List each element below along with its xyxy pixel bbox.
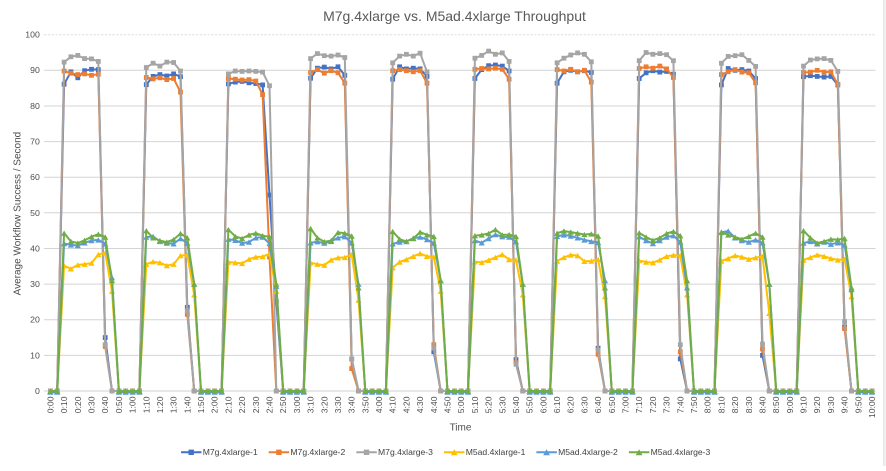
svg-text:0:30: 0:30 [87,396,97,413]
svg-text:6:20: 6:20 [566,396,576,413]
svg-text:M7g.4xlarge-1: M7g.4xlarge-1 [203,447,258,457]
svg-text:2:50: 2:50 [278,396,288,413]
svg-text:8:40: 8:40 [758,396,768,413]
svg-text:4:20: 4:20 [401,396,411,413]
svg-text:7:40: 7:40 [675,396,685,413]
svg-text:6:00: 6:00 [538,396,548,413]
svg-text:5:20: 5:20 [484,396,494,413]
svg-text:7:30: 7:30 [662,396,672,413]
svg-text:0:20: 0:20 [73,396,83,413]
svg-text:4:00: 4:00 [374,396,384,413]
svg-text:8:10: 8:10 [716,396,726,413]
svg-text:8:30: 8:30 [744,396,754,413]
svg-text:2:20: 2:20 [237,396,247,413]
svg-text:3:10: 3:10 [306,396,316,413]
svg-text:6:50: 6:50 [607,396,617,413]
svg-text:5:50: 5:50 [525,396,535,413]
svg-text:Time: Time [450,422,472,433]
svg-text:40: 40 [30,243,40,253]
svg-text:0:40: 0:40 [100,396,110,413]
svg-text:6:10: 6:10 [552,396,562,413]
svg-text:1:40: 1:40 [182,396,192,413]
svg-text:3:50: 3:50 [360,396,370,413]
svg-text:4:50: 4:50 [443,396,453,413]
svg-text:70: 70 [30,137,40,147]
svg-text:9:00: 9:00 [785,396,795,413]
svg-text:2:30: 2:30 [251,396,261,413]
svg-text:9:50: 9:50 [853,396,863,413]
svg-text:M5ad.4xlarge-1: M5ad.4xlarge-1 [466,447,526,457]
svg-text:10: 10 [30,350,40,360]
svg-text:4:10: 4:10 [388,396,398,413]
svg-text:5:10: 5:10 [470,396,480,413]
svg-text:6:40: 6:40 [593,396,603,413]
svg-text:7:20: 7:20 [648,396,658,413]
svg-text:5:40: 5:40 [511,396,521,413]
svg-text:3:20: 3:20 [319,396,329,413]
svg-text:1:20: 1:20 [155,396,165,413]
svg-text:1:00: 1:00 [128,396,138,413]
svg-text:20: 20 [30,315,40,325]
svg-text:100: 100 [25,30,40,40]
svg-text:0:50: 0:50 [114,396,124,413]
svg-text:M5ad.4xlarge-3: M5ad.4xlarge-3 [651,447,711,457]
svg-text:4:30: 4:30 [415,396,425,413]
svg-text:6:30: 6:30 [579,396,589,413]
svg-text:7:00: 7:00 [621,396,631,413]
svg-text:M7g.4xlarge-2: M7g.4xlarge-2 [290,447,345,457]
svg-text:3:00: 3:00 [292,396,302,413]
svg-text:M7g.4xlarge-3: M7g.4xlarge-3 [378,447,433,457]
svg-text:7:10: 7:10 [634,396,644,413]
svg-text:5:00: 5:00 [456,396,466,413]
svg-text:9:30: 9:30 [826,396,836,413]
svg-text:1:10: 1:10 [141,396,151,413]
svg-text:1:30: 1:30 [169,396,179,413]
svg-text:8:50: 8:50 [771,396,781,413]
svg-text:50: 50 [30,208,40,218]
svg-text:90: 90 [30,65,40,75]
svg-text:10:00: 10:00 [867,396,877,418]
svg-text:2:40: 2:40 [265,396,275,413]
svg-text:8:20: 8:20 [730,396,740,413]
svg-text:Average Workflow Success / Sec: Average Workflow Success / Second [13,132,24,296]
svg-text:9:10: 9:10 [799,396,809,413]
svg-text:3:30: 3:30 [333,396,343,413]
svg-text:30: 30 [30,279,40,289]
svg-text:M7g.4xlarge vs. M5ad.4xlarge T: M7g.4xlarge vs. M5ad.4xlarge Throughput [323,8,586,24]
svg-text:2:10: 2:10 [223,396,233,413]
svg-text:9:20: 9:20 [812,396,822,413]
svg-text:1:50: 1:50 [196,396,206,413]
svg-text:2:00: 2:00 [210,396,220,413]
svg-text:0: 0 [35,386,40,396]
svg-text:0:10: 0:10 [59,396,69,413]
svg-text:7:50: 7:50 [689,396,699,413]
svg-text:8:00: 8:00 [703,396,713,413]
svg-text:3:40: 3:40 [347,396,357,413]
svg-text:80: 80 [30,101,40,111]
svg-text:60: 60 [30,172,40,182]
svg-text:M5ad.4xlarge-2: M5ad.4xlarge-2 [558,447,618,457]
svg-text:4:40: 4:40 [429,396,439,413]
svg-text:9:40: 9:40 [840,396,850,413]
svg-text:5:30: 5:30 [497,396,507,413]
svg-text:0:00: 0:00 [45,396,55,413]
